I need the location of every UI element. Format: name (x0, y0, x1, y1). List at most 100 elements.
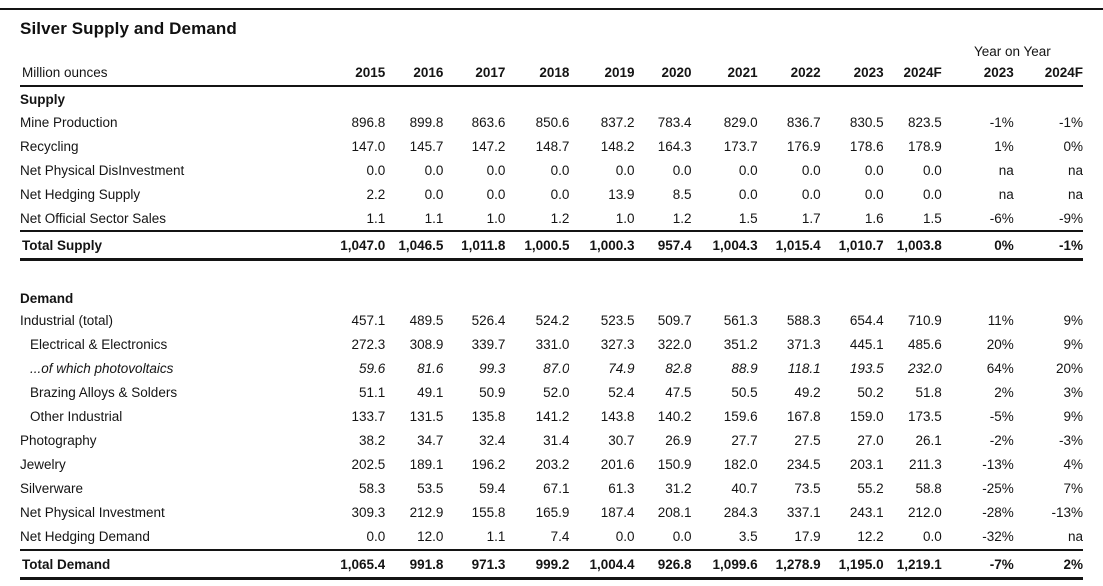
value-cell: 55.2 (857, 481, 884, 496)
value-cell: 0.0 (864, 186, 884, 202)
value-cell: 1,065.4 (322, 548, 386, 580)
value-cell: 118.1 (787, 361, 821, 376)
row-label: Net Hedging Demand (20, 529, 150, 544)
value-cell: 0.0 (424, 186, 444, 202)
value-cell: 150.9 (657, 457, 692, 472)
value-cell: 1,099.6 (691, 548, 758, 580)
value-cell: 208.1 (657, 505, 692, 520)
value-cell: 193.5 (849, 361, 884, 376)
row-label: Electrical & Electronics (30, 337, 168, 352)
value-cell: 710.9 (907, 313, 942, 328)
table-row: Electrical & Electronics 272.3 308.9 339.7 3… (20, 333, 1083, 357)
value-cell: 524.2 (535, 313, 570, 328)
value-cell: 0.0 (550, 186, 570, 202)
value-cell: 232.0 (907, 361, 942, 376)
row-label: Net Official Sector Sales (20, 210, 167, 226)
value-cell: 73.5 (794, 481, 821, 496)
value-cell: 926.8 (634, 548, 692, 580)
value-cell: 167.8 (786, 409, 821, 424)
yoy-cell: 20% (1055, 361, 1083, 376)
value-cell: 145.7 (409, 138, 444, 154)
value-cell: 1,003.8 (883, 230, 942, 261)
value-cell: 1.2 (550, 210, 570, 226)
value-cell: 1.0 (486, 210, 506, 226)
table-row: Recycling 147.0 145.7 147.2 148.7 148.2 164.3 1… (20, 134, 1083, 158)
yoy-cell: 9% (1063, 337, 1083, 352)
value-cell: 159.6 (723, 409, 758, 424)
section-header: Supply (20, 86, 1083, 110)
table-row: Net Hedging Supply 2.2 0.0 0.0 0.0 13.9 8.5 0.0… (20, 182, 1083, 206)
year-column-header: 2016 (385, 59, 444, 87)
value-cell: 1,004.3 (691, 230, 758, 261)
yoy-cell: 2% (1013, 548, 1083, 580)
year-column-header: 2024F (883, 59, 942, 87)
value-cell: 7.4 (550, 529, 570, 544)
table-row: Net Physical DisInvestment 0.0 0.0 0.0 0.0 0.… (20, 158, 1083, 182)
value-cell: 0.0 (801, 186, 821, 202)
value-cell: 147.2 (471, 138, 506, 154)
value-cell: 51.1 (359, 385, 386, 400)
value-cell: 27.7 (731, 433, 758, 448)
value-cell: 173.7 (723, 138, 758, 154)
yoy-cell: na (1067, 162, 1083, 178)
value-cell: 1.1 (486, 529, 506, 544)
value-cell: 38.2 (359, 433, 386, 448)
table-row: Photography 38.2 34.7 32.4 31.4 30.7 26.9 27.7 2… (20, 429, 1083, 453)
value-cell: 1.6 (864, 210, 884, 226)
value-cell: 899.8 (409, 114, 444, 130)
value-cell: 284.3 (723, 505, 758, 520)
yoy-cell: -3% (1058, 433, 1083, 448)
value-cell: 2.2 (366, 186, 386, 202)
value-cell: 0.0 (738, 162, 758, 178)
yoy-cell: 2% (994, 385, 1014, 400)
value-cell: 0.0 (922, 186, 942, 202)
value-cell: 0.0 (615, 162, 635, 178)
value-cell: 58.8 (915, 481, 942, 496)
section-title: Supply (20, 92, 66, 107)
value-cell: 88.9 (731, 361, 758, 376)
value-cell: 148.7 (535, 138, 570, 154)
yoy-cell: -32% (982, 529, 1014, 544)
value-cell: 3.5 (738, 529, 758, 544)
table-row: Net Official Sector Sales 1.1 1.1 1.0 1.2 1.0… (20, 206, 1083, 231)
total-row: Total Supply 1,047.0 1,046.5 1,011.8 1,000.5… (20, 230, 1083, 261)
value-cell: 49.2 (794, 385, 821, 400)
value-cell: 234.5 (786, 457, 821, 472)
value-cell: 87.0 (543, 361, 570, 376)
year-column-header: 2023 (820, 59, 884, 87)
row-label: Photography (20, 433, 97, 448)
value-cell: 140.2 (657, 409, 692, 424)
value-cell: 837.2 (600, 114, 635, 130)
value-cell: 485.6 (907, 337, 942, 352)
value-cell: 67.1 (543, 481, 570, 496)
value-cell: 339.7 (471, 337, 506, 352)
row-label: Jewelry (20, 457, 66, 472)
value-cell: 178.6 (849, 138, 884, 154)
value-cell: 13.9 (608, 186, 635, 202)
section-header: Demand (20, 286, 1083, 309)
value-cell: 0.0 (366, 529, 386, 544)
row-label: Total Demand (20, 548, 323, 580)
value-cell: 203.2 (535, 457, 570, 472)
value-cell: 17.9 (794, 529, 821, 544)
table-row: Other Industrial 133.7 131.5 135.8 141.2 143.… (20, 405, 1083, 429)
yoy-cell: 64% (986, 361, 1014, 376)
table-row: Brazing Alloys & Solders 51.1 49.1 50.9 52.0… (20, 381, 1083, 405)
value-cell: 829.0 (723, 114, 758, 130)
value-cell: 0.0 (486, 162, 506, 178)
section-spacer (20, 260, 1083, 286)
yoy-cell: 11% (987, 313, 1014, 328)
value-cell: 337.1 (786, 505, 821, 520)
value-cell: 0.0 (615, 529, 635, 544)
year-column-header: 2015 (322, 59, 386, 87)
value-cell: 272.3 (351, 337, 386, 352)
value-cell: 0.0 (424, 162, 444, 178)
value-cell: 1.0 (615, 210, 635, 226)
value-cell: 1.7 (801, 210, 821, 226)
row-label: Total Supply (20, 230, 323, 261)
year-column-header: 2020 (634, 59, 692, 87)
yoy-cell: 1% (994, 138, 1014, 154)
value-cell: 59.4 (479, 481, 506, 496)
value-cell: 896.8 (351, 114, 386, 130)
value-cell: 201.6 (600, 457, 635, 472)
